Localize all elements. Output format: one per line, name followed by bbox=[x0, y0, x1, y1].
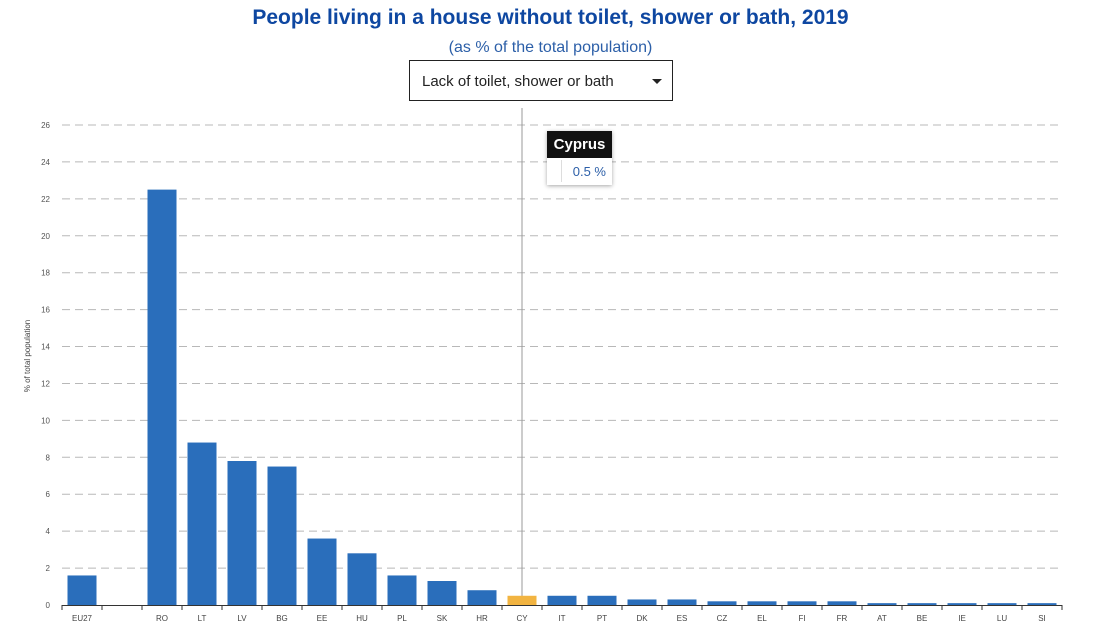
y-tick-label: 8 bbox=[46, 453, 51, 462]
x-tick-label: AT bbox=[877, 614, 887, 623]
tooltip-value: 0.5 % bbox=[572, 164, 606, 179]
x-tick-label: DK bbox=[636, 614, 648, 623]
y-tick-label: 24 bbox=[41, 158, 50, 167]
y-tick-label: 18 bbox=[41, 269, 50, 278]
bar-at[interactable] bbox=[867, 603, 897, 605]
bar-hr[interactable] bbox=[467, 590, 497, 605]
x-tick-label: EE bbox=[317, 614, 328, 623]
bar-cy[interactable] bbox=[507, 595, 537, 605]
bar-ie[interactable] bbox=[947, 603, 977, 605]
x-tick-label: SI bbox=[1038, 614, 1046, 623]
x-tick-label: BE bbox=[917, 614, 928, 623]
bar-lt[interactable] bbox=[187, 442, 217, 605]
x-tick-label: CZ bbox=[717, 614, 728, 623]
bar-fi[interactable] bbox=[787, 601, 817, 605]
y-tick-label: 2 bbox=[46, 564, 51, 573]
x-tick-label: HU bbox=[356, 614, 368, 623]
bar-dk[interactable] bbox=[627, 599, 657, 605]
x-tick-label: FR bbox=[837, 614, 848, 623]
bar-es[interactable] bbox=[667, 599, 697, 605]
bar-si[interactable] bbox=[1027, 603, 1057, 605]
y-axis-label: % of total population bbox=[23, 320, 32, 393]
bars bbox=[67, 189, 1057, 605]
x-tick-label: ES bbox=[677, 614, 688, 623]
x-tick-label: RO bbox=[156, 614, 168, 623]
indicator-dropdown[interactable]: Lack of toilet, shower or bath bbox=[409, 60, 673, 101]
x-tick-label: LV bbox=[237, 614, 247, 623]
y-tick-label: 20 bbox=[41, 232, 50, 241]
y-tick-label: 12 bbox=[41, 379, 50, 388]
bar-el[interactable] bbox=[747, 601, 777, 605]
y-tick-label: 16 bbox=[41, 306, 50, 315]
bar-pt[interactable] bbox=[587, 595, 617, 605]
bar-it[interactable] bbox=[547, 595, 577, 605]
x-tick-label: LT bbox=[198, 614, 207, 623]
bar-ee[interactable] bbox=[307, 538, 337, 605]
y-tick-label: 4 bbox=[46, 527, 51, 536]
bar-ro[interactable] bbox=[147, 189, 177, 605]
x-tick-label: EU27 bbox=[72, 614, 93, 623]
bar-be[interactable] bbox=[907, 603, 937, 605]
x-tick-label: HR bbox=[476, 614, 488, 623]
grid-lines bbox=[62, 124, 1062, 569]
bar-hu[interactable] bbox=[347, 553, 377, 605]
x-tick-label: SK bbox=[437, 614, 448, 623]
y-tick-label: 26 bbox=[41, 121, 50, 130]
caret-down-icon bbox=[652, 79, 662, 84]
y-tick-label: 6 bbox=[46, 490, 51, 499]
bar-pl[interactable] bbox=[387, 575, 417, 605]
bar-sk[interactable] bbox=[427, 581, 457, 605]
chart-subtitle: (as % of the total population) bbox=[448, 39, 653, 56]
bar-cz[interactable] bbox=[707, 601, 737, 605]
x-tick-label: IT bbox=[558, 614, 565, 623]
x-axis-ticks bbox=[61, 605, 1063, 610]
x-tick-label: EL bbox=[757, 614, 767, 623]
bar-lv[interactable] bbox=[227, 461, 257, 605]
y-tick-label: 14 bbox=[41, 343, 50, 352]
x-axis-labels: EU27 RO LT LV BG EE HU PL SK HR CY IT PT DK ES CZ EL FI FR… bbox=[72, 614, 1046, 623]
tooltip-swatch bbox=[547, 160, 562, 182]
x-tick-label: LU bbox=[997, 614, 1007, 623]
y-tick-label: 22 bbox=[41, 195, 50, 204]
chart-title: People living in a house without toilet,… bbox=[252, 6, 849, 29]
tooltip: Cyprus 0.5 % bbox=[547, 131, 612, 185]
tooltip-country: Cyprus bbox=[547, 131, 612, 158]
x-tick-label: PT bbox=[597, 614, 607, 623]
y-tick-label: 0 bbox=[46, 601, 51, 610]
bar-fr[interactable] bbox=[827, 601, 857, 605]
x-tick-label: PL bbox=[397, 614, 407, 623]
bar-lu[interactable] bbox=[987, 603, 1017, 605]
x-tick-label: CY bbox=[516, 614, 528, 623]
bar-eu27[interactable] bbox=[67, 575, 97, 605]
bar-bg[interactable] bbox=[267, 466, 297, 605]
x-tick-label: BG bbox=[276, 614, 288, 623]
x-tick-label: IE bbox=[958, 614, 966, 623]
indicator-dropdown-label: Lack of toilet, shower or bath bbox=[422, 73, 614, 90]
y-tick-label: 10 bbox=[41, 416, 50, 425]
x-tick-label: FI bbox=[798, 614, 805, 623]
